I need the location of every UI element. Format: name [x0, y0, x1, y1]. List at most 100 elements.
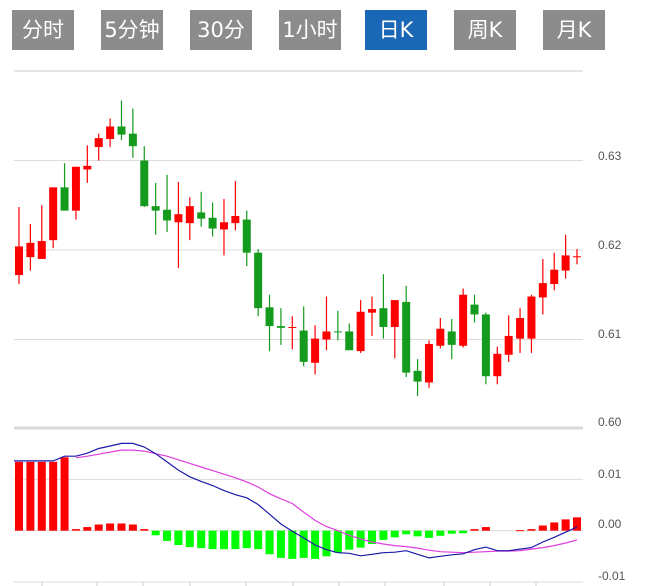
macd-histogram-bar — [288, 530, 297, 559]
candle-body — [140, 160, 149, 207]
macd-histogram-bar — [94, 524, 103, 531]
candle — [573, 249, 581, 265]
macd-histogram-bar — [368, 530, 377, 545]
candle-body — [402, 301, 411, 373]
candle — [527, 294, 536, 353]
macd-histogram-bar — [345, 530, 354, 550]
candle — [219, 198, 228, 256]
candle-body — [219, 222, 228, 230]
macd-histogram-bar — [140, 529, 149, 531]
candle-body — [413, 370, 422, 382]
period-tabs: 分时线 5分钟 30分钟 1小时 日K 周K 月K — [0, 0, 648, 82]
candle-body — [459, 294, 468, 346]
candle — [49, 187, 58, 249]
candle-body — [538, 283, 547, 298]
macd-histogram-bar — [481, 527, 490, 531]
candle-body — [117, 126, 126, 135]
candle-body — [379, 308, 388, 327]
macd-histogram-bar — [151, 530, 160, 536]
candle — [26, 224, 35, 271]
candle — [424, 340, 433, 388]
macd-histogram-bar — [424, 530, 433, 538]
candle-body — [470, 304, 479, 315]
macd-histogram-bar — [333, 530, 342, 553]
candle-body — [481, 314, 490, 377]
macd-histogram-bar — [436, 530, 445, 536]
candle — [151, 182, 160, 235]
dif-line — [14, 442, 578, 559]
candle — [345, 323, 354, 351]
candle-body — [163, 209, 172, 221]
macd-tick-label: 0.01 — [598, 467, 622, 481]
macd-histogram-bar — [49, 461, 58, 531]
candle-body — [60, 187, 69, 211]
macd-histogram-bar — [208, 530, 217, 550]
candle-body — [151, 206, 160, 211]
candle-body — [527, 296, 536, 339]
candle-body — [516, 318, 525, 339]
macd-tick-label: -0.01 — [598, 569, 626, 583]
candle-body — [197, 212, 206, 219]
tab-intraday[interactable]: 分时线 — [12, 10, 74, 82]
candle — [470, 294, 479, 323]
macd-histogram-bar — [71, 529, 80, 531]
tab-monthly-k[interactable]: 月K — [543, 10, 605, 50]
macd-histogram-bar — [60, 457, 69, 531]
price-tick-label: 0.62 — [598, 238, 622, 252]
tab-5min[interactable]: 5分钟 — [101, 10, 163, 50]
tab-30min[interactable]: 30分钟 — [190, 10, 252, 82]
macd-histogram-bar — [117, 523, 126, 531]
candle-body — [345, 331, 354, 351]
candle — [15, 207, 23, 285]
candle-body — [265, 307, 274, 327]
candle — [538, 258, 547, 315]
macd-histogram-bar — [390, 530, 399, 538]
candle-body — [368, 309, 377, 313]
macd-histogram-bar — [447, 530, 456, 534]
candle — [140, 146, 149, 208]
candle — [550, 252, 559, 291]
candle — [447, 318, 456, 360]
candle — [163, 174, 172, 233]
candle-body — [390, 300, 399, 327]
macd-histogram-bar — [299, 530, 308, 558]
candle-body — [94, 138, 103, 148]
candle — [504, 315, 513, 362]
macd-histogram-bar — [185, 530, 194, 548]
candle — [436, 318, 445, 349]
candle — [390, 300, 399, 359]
candle-body — [71, 166, 80, 211]
macd-histogram-bar — [174, 530, 183, 546]
candle-body — [447, 331, 456, 345]
tab-daily-k[interactable]: 日K — [365, 10, 427, 50]
candle-body — [322, 331, 331, 340]
macd-histogram-bar — [527, 529, 536, 531]
candle — [459, 288, 468, 348]
candle — [254, 249, 263, 317]
candle — [516, 308, 525, 353]
candle-body — [15, 246, 23, 276]
macd-histogram-bar — [26, 461, 35, 531]
tab-weekly-k[interactable]: 周K — [454, 10, 516, 50]
candle — [413, 359, 422, 396]
macd-histogram-bar — [573, 517, 581, 531]
macd-histogram-bar — [459, 530, 468, 534]
candle — [117, 100, 126, 140]
price-tick-label: 0.61 — [598, 327, 622, 341]
candle — [128, 108, 137, 158]
candle-body — [573, 256, 581, 258]
candle — [185, 197, 194, 241]
macd-histogram-bar — [322, 530, 331, 557]
candle-body — [128, 133, 137, 147]
candle — [299, 306, 308, 367]
tab-1hour[interactable]: 1小时 — [279, 10, 341, 50]
candle-body — [185, 206, 194, 224]
candle — [311, 325, 320, 375]
price-tick-label: 0.63 — [598, 149, 622, 163]
macd-histogram-bar — [197, 530, 206, 549]
macd-histogram-bar — [37, 461, 46, 531]
candle — [333, 310, 342, 341]
macd-histogram-bar — [561, 519, 570, 531]
macd-histogram-bar — [83, 527, 92, 531]
